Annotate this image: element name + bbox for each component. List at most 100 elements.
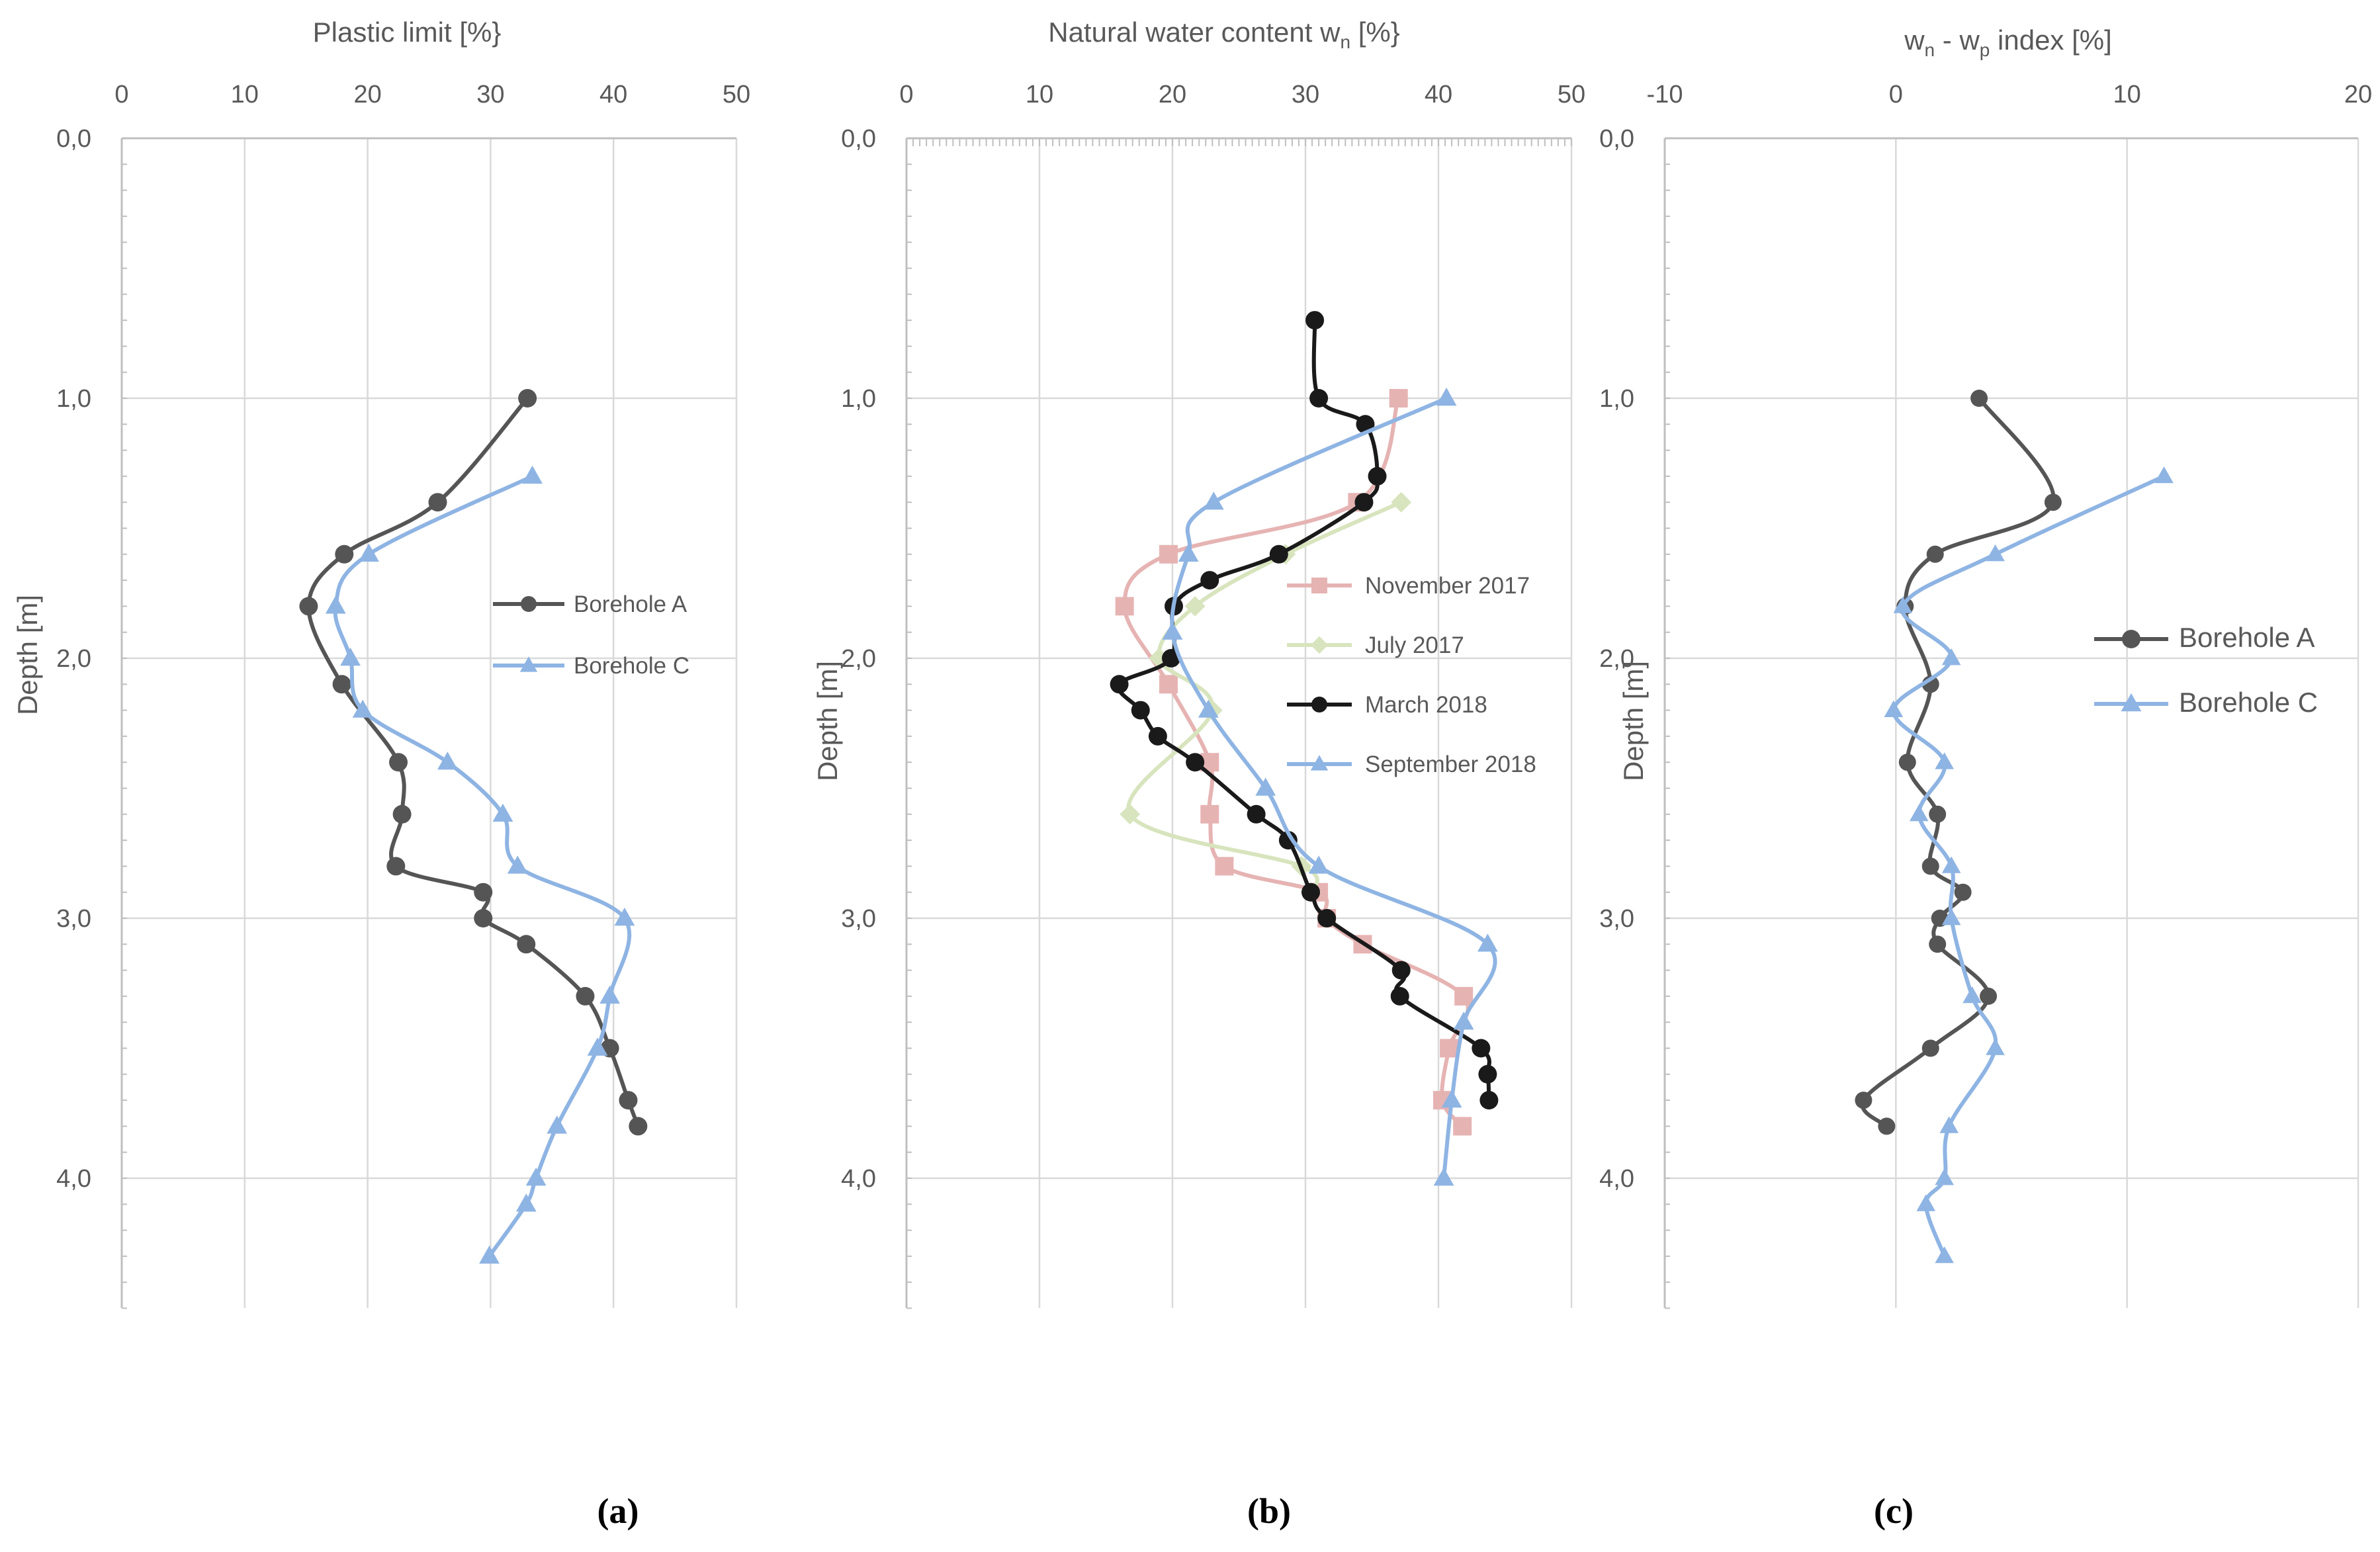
data-point bbox=[1198, 699, 1219, 718]
data-point bbox=[1433, 1167, 1454, 1186]
data-point bbox=[1159, 544, 1178, 564]
data-point bbox=[1453, 1012, 1474, 1030]
data-point bbox=[517, 935, 536, 954]
x-tick-label: 0 bbox=[114, 81, 128, 108]
data-point bbox=[1478, 1064, 1497, 1084]
data-point bbox=[1255, 777, 1276, 796]
panel-caption: (b) bbox=[1247, 1491, 1291, 1531]
data-point bbox=[1200, 804, 1219, 824]
x-tick-label: 40 bbox=[1425, 81, 1452, 108]
data-point bbox=[1939, 1116, 1959, 1133]
data-point bbox=[428, 493, 447, 512]
data-point bbox=[1935, 752, 1954, 769]
panel-caption: (a) bbox=[597, 1491, 639, 1531]
x-tick-label: 0 bbox=[899, 81, 913, 108]
chart-panel-a: 0 10 20 30 40 50 0,0 1,0 2,0 3,0 4,0 Depth [m] Plast… bbox=[12, 17, 750, 1531]
x-tick-label: 10 bbox=[2113, 81, 2141, 108]
data-point bbox=[1980, 987, 1998, 1005]
data-point bbox=[1986, 544, 2005, 562]
data-point bbox=[1120, 804, 1141, 825]
data-point bbox=[1962, 986, 1982, 1004]
x-tick-label: 30 bbox=[476, 81, 504, 108]
data-point bbox=[1440, 1039, 1459, 1058]
data-point bbox=[1898, 754, 1916, 771]
x-tick-label: 50 bbox=[723, 81, 750, 108]
legend-marker bbox=[2121, 693, 2142, 712]
y-tick-label: 2,0 bbox=[56, 645, 91, 673]
chart-panel-c: -10 0 10 20 0,0 1,0 2,0 3,0 4,0 Depth [m] wn - wp … bbox=[1599, 24, 2372, 1531]
y-tick-label: 1,0 bbox=[841, 385, 876, 413]
x-tick-label: 30 bbox=[1292, 81, 1319, 108]
data-point bbox=[507, 855, 528, 874]
data-point bbox=[1186, 753, 1205, 772]
data-point bbox=[1855, 1092, 1873, 1109]
legend-label: Borehole C bbox=[2179, 687, 2318, 718]
data-point bbox=[2044, 494, 2062, 511]
y-tick-label: 0,0 bbox=[1599, 125, 1634, 153]
legend-label: Borehole C bbox=[574, 653, 689, 679]
y-tick-label: 3,0 bbox=[56, 905, 91, 933]
y-tick-label: 0,0 bbox=[841, 125, 876, 153]
series-borehole-a bbox=[299, 389, 648, 1136]
data-point bbox=[1247, 804, 1266, 824]
data-point bbox=[1305, 311, 1325, 330]
data-point bbox=[525, 1167, 547, 1186]
data-point bbox=[1391, 961, 1411, 980]
data-point bbox=[547, 1115, 568, 1134]
series-line bbox=[1860, 396, 2056, 1129]
data-point bbox=[1921, 1039, 1939, 1057]
legend-label: Borehole A bbox=[574, 591, 687, 617]
data-point bbox=[1110, 675, 1129, 694]
x-tick-label: 50 bbox=[1558, 81, 1585, 108]
data-point bbox=[1941, 908, 1961, 926]
legend-label: Borehole A bbox=[2179, 622, 2315, 653]
data-point bbox=[614, 907, 635, 926]
data-point bbox=[1878, 1117, 1896, 1135]
y-axis-label: Depth [m] bbox=[12, 595, 43, 715]
data-point bbox=[1453, 1117, 1472, 1136]
data-point bbox=[1159, 675, 1178, 694]
data-point bbox=[1935, 1246, 1954, 1264]
data-point bbox=[1454, 986, 1474, 1006]
data-point bbox=[522, 465, 543, 484]
data-point bbox=[352, 699, 373, 718]
data-point bbox=[1929, 805, 1947, 823]
data-point bbox=[1391, 492, 1412, 513]
data-point bbox=[1954, 883, 1972, 901]
y-tick-label: 4,0 bbox=[1599, 1165, 1634, 1193]
data-point bbox=[619, 1091, 638, 1110]
legend-marker bbox=[1310, 755, 1329, 771]
data-point bbox=[325, 595, 346, 614]
data-point bbox=[479, 1245, 500, 1264]
chart-panels: 0 10 20 30 40 50 0,0 1,0 2,0 3,0 4,0 Depth [m] Plast… bbox=[12, 17, 2372, 1531]
data-point bbox=[1149, 648, 1170, 669]
y-tick-label: 4,0 bbox=[56, 1165, 91, 1193]
data-point bbox=[518, 389, 537, 408]
data-point bbox=[1317, 909, 1337, 927]
y-axis-label: Depth [m] bbox=[812, 661, 843, 781]
data-point bbox=[1200, 571, 1219, 590]
data-point bbox=[1479, 1091, 1499, 1110]
data-point bbox=[437, 752, 458, 770]
legend: November 2017 July 2017 March 2018 Septembe… bbox=[1287, 573, 1536, 777]
data-point bbox=[1368, 466, 1387, 486]
x-tick-label: 0 bbox=[1889, 81, 1903, 108]
chart-title: wn - wp index [%] bbox=[1904, 24, 2112, 60]
y-tick-label: 1,0 bbox=[56, 385, 91, 413]
data-point bbox=[1916, 1194, 1936, 1211]
data-point bbox=[1115, 597, 1134, 616]
y-tick-label: 3,0 bbox=[841, 905, 876, 933]
x-tick-label: -10 bbox=[1647, 81, 1683, 108]
data-point bbox=[386, 857, 406, 876]
data-point bbox=[299, 597, 318, 616]
legend-marker bbox=[1311, 697, 1327, 712]
x-tick-label: 20 bbox=[1159, 81, 1186, 108]
data-point bbox=[1477, 933, 1498, 952]
series-line bbox=[306, 396, 640, 1129]
data-point bbox=[474, 909, 493, 927]
data-point bbox=[1309, 389, 1329, 408]
legend: Borehole A Borehole C bbox=[493, 591, 689, 679]
data-point bbox=[515, 1193, 537, 1212]
series-borehole-c bbox=[325, 465, 635, 1264]
